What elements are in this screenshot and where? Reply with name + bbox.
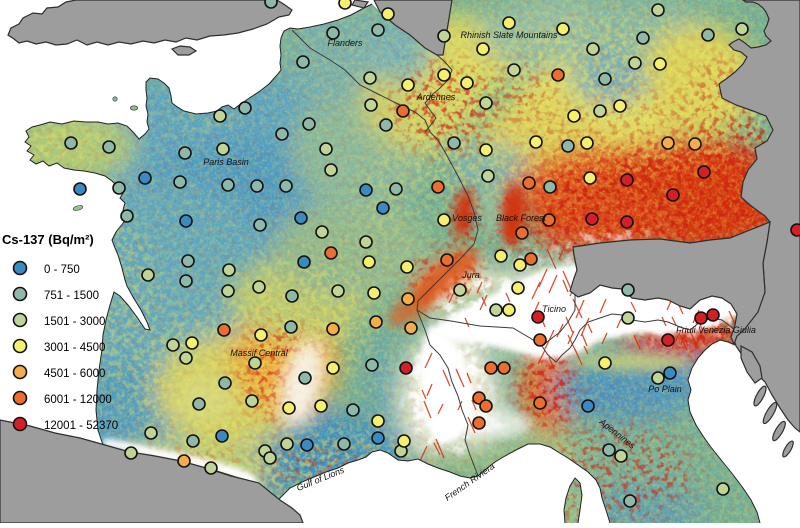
- svg-text:Friuli Venezia Giulia: Friuli Venezia Giulia: [676, 325, 756, 335]
- svg-text:Ardennes: Ardennes: [416, 92, 456, 102]
- svg-text:6001 - 12000: 6001 - 12000: [44, 394, 112, 406]
- svg-text:12001 - 52370: 12001 - 52370: [44, 420, 118, 432]
- svg-text:Jura: Jura: [461, 270, 480, 280]
- svg-text:Flanders: Flanders: [327, 38, 363, 48]
- svg-text:Ticino: Ticino: [542, 304, 566, 314]
- svg-text:Massif Central: Massif Central: [230, 348, 289, 358]
- svg-text:Vosges: Vosges: [452, 213, 482, 223]
- svg-text:Cs-137 (Bq/m²): Cs-137 (Bq/m²): [2, 232, 94, 247]
- svg-text:4501 - 6000: 4501 - 6000: [44, 368, 105, 380]
- svg-text:Paris Basin: Paris Basin: [203, 157, 249, 167]
- svg-text:Rhinish Slate Mountains: Rhinish Slate Mountains: [460, 30, 558, 40]
- svg-text:Po Plain: Po Plain: [648, 384, 682, 394]
- svg-text:3001 - 4500: 3001 - 4500: [44, 342, 105, 354]
- svg-text:0 - 750: 0 - 750: [44, 264, 80, 276]
- svg-text:1501 - 3000: 1501 - 3000: [44, 316, 105, 328]
- svg-text:751 - 1500: 751 - 1500: [44, 290, 99, 302]
- svg-text:Black Forest: Black Forest: [496, 213, 547, 223]
